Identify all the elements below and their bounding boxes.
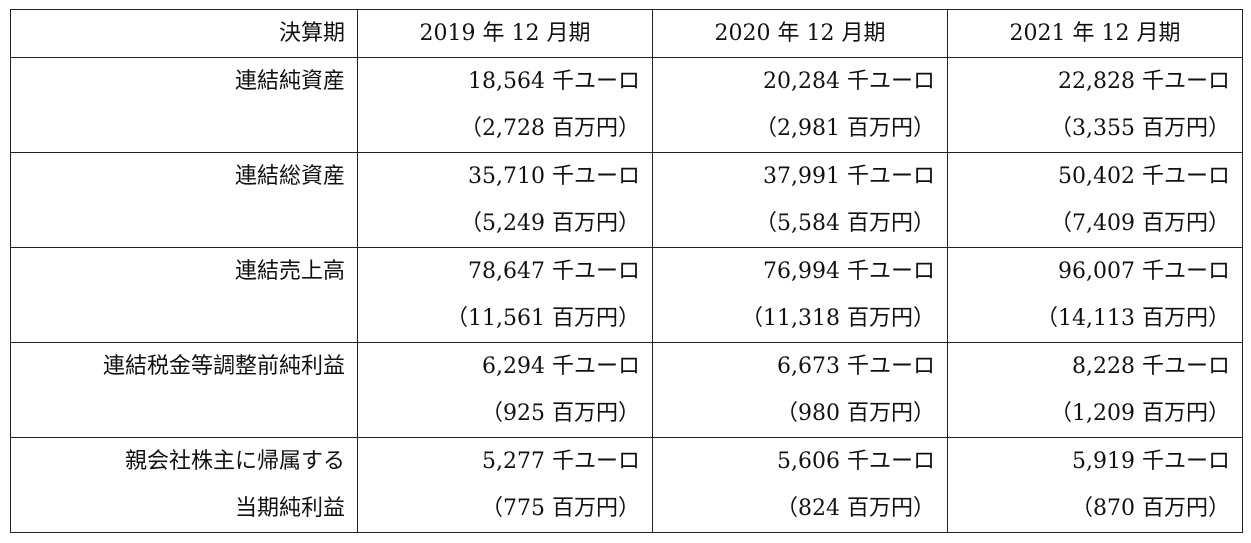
value-yen: （925 百万円） [481, 401, 640, 426]
value-cell: 50,402 千ユーロ （7,409 百万円） [947, 152, 1243, 248]
header-period-2021: 2021 年 12 月期 [947, 9, 1243, 58]
header-label-cell: 決算期 [10, 9, 358, 58]
row-label-cell: 連結総資産 [10, 152, 358, 248]
row-label-line-1: 親会社株主に帰属する [124, 449, 345, 474]
value-euro: 35,710 千ユーロ [468, 164, 640, 189]
value-euro: 5,919 千ユーロ [1072, 449, 1230, 474]
row-label-line-2: 当期純利益 [234, 496, 345, 521]
value-cell: 18,564 千ユーロ （2,728 百万円） [357, 57, 653, 153]
value-cell: 8,228 千ユーロ （1,209 百万円） [947, 342, 1243, 438]
value-euro: 5,277 千ユーロ [482, 449, 640, 474]
value-euro: 37,991 千ユーロ [763, 164, 935, 189]
table-row: 連結純資産 18,564 千ユーロ （2,728 百万円） 20,284 千ユー… [10, 57, 1243, 153]
value-yen: （2,728 百万円） [460, 116, 640, 141]
header-period-2020: 2020 年 12 月期 [652, 9, 948, 58]
value-cell: 35,710 千ユーロ （5,249 百万円） [357, 152, 653, 248]
financial-summary-table: 決算期 2019 年 12 月期 2020 年 12 月期 2021 年 12 … [10, 9, 1243, 533]
value-yen: （11,561 百万円） [446, 306, 640, 331]
table-row: 親会社株主に帰属する 当期純利益 5,277 千ユーロ （775 百万円） 5,… [10, 437, 1243, 533]
table-row: 連結売上高 78,647 千ユーロ （11,561 百万円） 76,994 千ユ… [10, 247, 1243, 343]
value-euro: 6,673 千ユーロ [777, 354, 935, 379]
header-period-2019: 2019 年 12 月期 [357, 9, 653, 58]
value-cell: 20,284 千ユーロ （2,981 百万円） [652, 57, 948, 153]
table-row: 連結総資産 35,710 千ユーロ （5,249 百万円） 37,991 千ユー… [10, 152, 1243, 248]
row-label-cell: 連結純資産 [10, 57, 358, 153]
header-row: 決算期 2019 年 12 月期 2020 年 12 月期 2021 年 12 … [10, 9, 1243, 58]
value-cell: 76,994 千ユーロ （11,318 百万円） [652, 247, 948, 343]
value-yen: （14,113 百万円） [1036, 306, 1230, 331]
value-euro: 50,402 千ユーロ [1058, 164, 1230, 189]
value-yen: （5,584 百万円） [755, 211, 935, 236]
value-yen: （1,209 百万円） [1050, 401, 1230, 426]
row-label: 連結税金等調整前純利益 [102, 354, 345, 379]
value-euro: 22,828 千ユーロ [1058, 69, 1230, 94]
value-euro: 18,564 千ユーロ [468, 69, 640, 94]
value-cell: 5,919 千ユーロ （870 百万円） [947, 437, 1243, 533]
value-yen: （775 百万円） [481, 496, 640, 521]
value-euro: 20,284 千ユーロ [763, 69, 935, 94]
value-yen: （11,318 百万円） [741, 306, 935, 331]
value-yen: （2,981 百万円） [755, 116, 935, 141]
value-yen: （7,409 百万円） [1050, 211, 1230, 236]
value-cell: 22,828 千ユーロ （3,355 百万円） [947, 57, 1243, 153]
row-label: 連結売上高 [234, 259, 345, 284]
value-yen: （980 百万円） [776, 401, 935, 426]
row-label-cell: 連結売上高 [10, 247, 358, 343]
value-yen: （824 百万円） [776, 496, 935, 521]
value-euro: 76,994 千ユーロ [763, 259, 935, 284]
value-euro: 5,606 千ユーロ [777, 449, 935, 474]
row-label-cell: 親会社株主に帰属する 当期純利益 [10, 437, 358, 533]
value-euro: 6,294 千ユーロ [482, 354, 640, 379]
row-label-cell: 連結税金等調整前純利益 [10, 342, 358, 438]
row-label: 連結純資産 [234, 69, 345, 94]
row-label: 連結総資産 [234, 164, 345, 189]
value-cell: 78,647 千ユーロ （11,561 百万円） [357, 247, 653, 343]
value-euro: 78,647 千ユーロ [468, 259, 640, 284]
value-cell: 96,007 千ユーロ （14,113 百万円） [947, 247, 1243, 343]
value-yen: （870 百万円） [1071, 496, 1230, 521]
value-yen: （3,355 百万円） [1050, 116, 1230, 141]
value-yen: （5,249 百万円） [460, 211, 640, 236]
value-cell: 6,673 千ユーロ （980 百万円） [652, 342, 948, 438]
value-cell: 5,606 千ユーロ （824 百万円） [652, 437, 948, 533]
value-cell: 6,294 千ユーロ （925 百万円） [357, 342, 653, 438]
table-row: 連結税金等調整前純利益 6,294 千ユーロ （925 百万円） 6,673 千… [10, 342, 1243, 438]
value-euro: 8,228 千ユーロ [1072, 354, 1230, 379]
value-cell: 5,277 千ユーロ （775 百万円） [357, 437, 653, 533]
value-cell: 37,991 千ユーロ （5,584 百万円） [652, 152, 948, 248]
value-euro: 96,007 千ユーロ [1058, 259, 1230, 284]
